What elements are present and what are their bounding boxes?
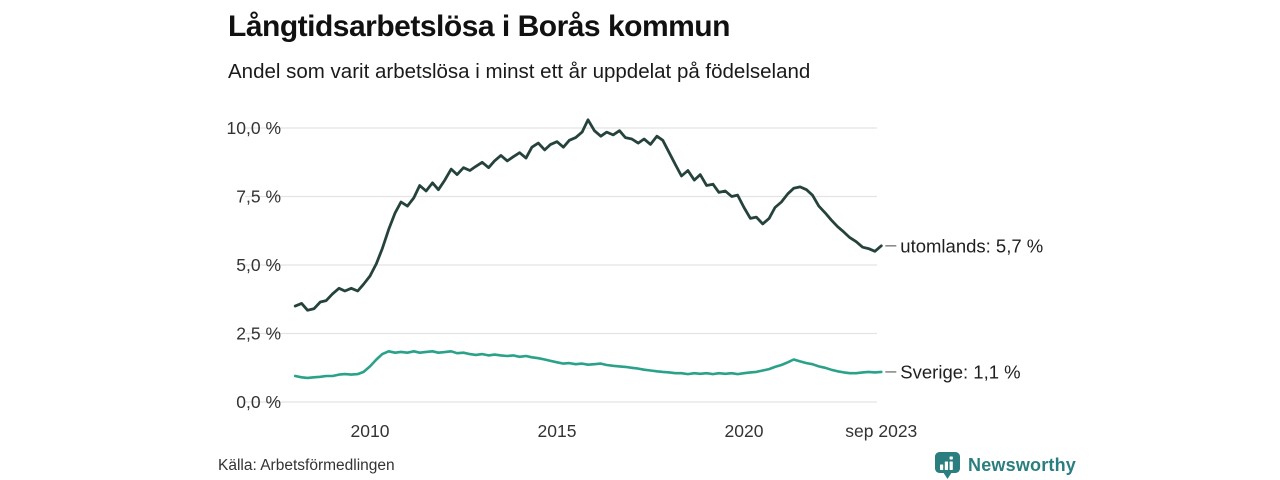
series-annotation-sverige: Sverige: 1,1 % xyxy=(900,361,1020,382)
x-tick-label: sep 2023 xyxy=(845,421,917,441)
brand-name: Newsworthy xyxy=(968,455,1077,475)
y-tick-label: 0,0 % xyxy=(236,392,281,412)
source-note: Källa: Arbetsförmedlingen xyxy=(218,457,395,474)
series-annotation-utomlands: utomlands: 5,7 % xyxy=(900,235,1043,256)
brand-lockup: Newsworthy xyxy=(934,451,1076,480)
chart-subtitle: Andel som varit arbetslösa i minst ett å… xyxy=(228,60,811,83)
chart-title: Långtidsarbetslösa i Borås kommun xyxy=(228,10,730,43)
newsworthy-logo-icon xyxy=(935,452,960,479)
x-tick-label: 2015 xyxy=(538,421,577,441)
y-tick-label: 10,0 % xyxy=(227,118,281,138)
y-tick-label: 7,5 % xyxy=(236,187,281,207)
y-tick-label: 2,5 % xyxy=(236,324,281,344)
y-tick-label: 5,0 % xyxy=(236,255,281,275)
x-tick-label: 2010 xyxy=(351,421,390,441)
series-line-sverige xyxy=(293,350,883,380)
x-tick-label: 2020 xyxy=(725,421,764,441)
series-line-utomlands xyxy=(293,118,883,312)
